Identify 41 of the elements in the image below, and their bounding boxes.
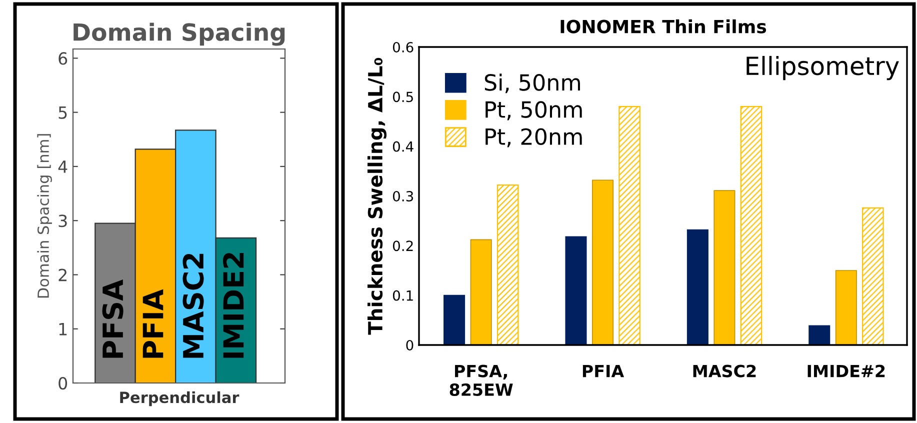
bar [740, 106, 762, 345]
y-tick-label: 0.5 [392, 92, 413, 102]
chart-title: IONOMER Thin Films [560, 19, 766, 34]
bar [618, 106, 640, 345]
x-tick-label: MASC2 [693, 364, 756, 378]
y-tick-label: 1 [59, 323, 67, 336]
annotation: Ellipsometry [746, 56, 899, 80]
y-tick-label: 5 [58, 106, 67, 119]
x-tick-label: PFSA, 825EW [450, 364, 513, 396]
legend-label: Pt, 50nm [486, 101, 582, 120]
y-tick-label: 0.6 [392, 42, 414, 52]
bar [565, 236, 587, 345]
y-axis-title: Domain Spacing [nm] [37, 134, 52, 298]
category-label: IMIDE2 [222, 253, 244, 358]
y-tick-label: 2 [58, 268, 66, 282]
y-tick-label: 0 [58, 376, 68, 390]
y-tick-label: 0.1 [392, 290, 413, 301]
bar [808, 325, 830, 345]
y-tick-label: 4 [58, 160, 68, 173]
legend-label: Pt, 20nm [486, 128, 582, 148]
x-axis-title: Perpendicular [120, 391, 240, 406]
y-axis-title: Thickness Swelling, ΔL/L₀ [368, 58, 386, 335]
bar [470, 239, 492, 345]
bar [686, 229, 708, 345]
x-tick-label: IMIDE#2 [808, 364, 885, 378]
bar [496, 184, 519, 345]
chart-title: Domain Spacing [74, 22, 285, 46]
y-tick-label: 0.2 [392, 240, 413, 252]
y-tick-label: 0 [406, 340, 414, 350]
legend-label: Si, 50nm [484, 74, 580, 94]
bar [714, 190, 736, 345]
x-tick-label: PFIA [582, 364, 624, 378]
bar [592, 180, 614, 345]
bar [444, 294, 466, 345]
y-tick-label: 0.4 [392, 141, 414, 152]
y-tick-label: 3 [58, 214, 67, 228]
bar [835, 270, 857, 345]
category-label: PFSA [102, 280, 124, 358]
bar [862, 207, 884, 345]
y-tick-label: 6 [58, 52, 68, 65]
y-tick-label: 0.3 [392, 190, 414, 202]
